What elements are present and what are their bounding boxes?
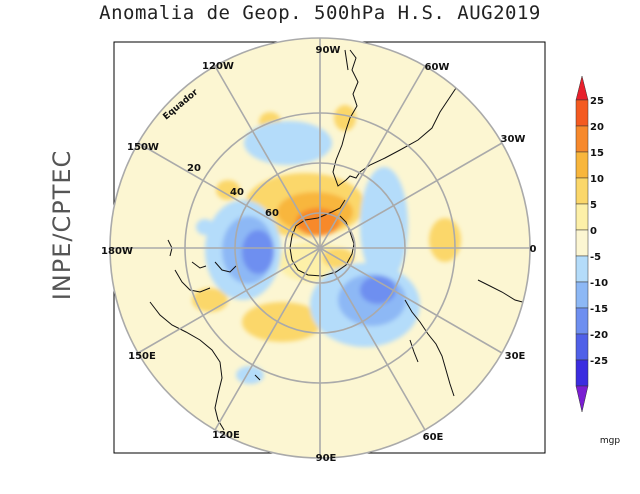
colorbar-bottom-arrow <box>575 385 589 413</box>
coastlines <box>149 49 530 431</box>
lon-label-90w: 90W <box>316 45 341 56</box>
colorbar-tick-label: -5 <box>590 252 601 263</box>
lon-label-120w: 120W <box>202 61 234 72</box>
colorbar-swatch <box>575 281 589 309</box>
lon-label-150w: 150W <box>127 142 159 153</box>
colorbar-top-arrow <box>575 75 589 101</box>
colorbar: 25 20 15 10 5 0 -5 -10 -15 -20 -25 mgp <box>575 75 620 446</box>
lon-label-30e: 30E <box>505 351 526 362</box>
colorbar-swatch <box>575 333 589 361</box>
longitude-labels: 90W 60W 30W 0 30E 60E 90E 120E 150E 180W… <box>101 45 536 464</box>
colorbar-swatch <box>575 203 589 231</box>
colorbar-unit: mgp <box>600 436 620 446</box>
lon-label-180w: 180W <box>101 246 133 257</box>
lon-label-30w: 30W <box>501 134 526 145</box>
colorbar-swatch <box>575 125 589 153</box>
colorbar-swatch <box>575 229 589 257</box>
colorbar-swatch <box>575 359 589 387</box>
colorbar-tick-label: 5 <box>590 200 597 211</box>
lat-label-60: 60 <box>265 208 279 219</box>
colorbar-swatch <box>575 307 589 335</box>
colorbar-tick-label: 0 <box>590 226 597 237</box>
lat-label-20: 20 <box>187 163 201 174</box>
colorbar-tick-label: 15 <box>590 148 604 159</box>
colorbar-tick-label: -20 <box>590 330 608 341</box>
lon-label-60e: 60E <box>423 432 444 443</box>
lon-label-120e: 120E <box>212 430 240 441</box>
colorbar-tick-label: -10 <box>590 278 608 289</box>
colorbar-swatch <box>575 151 589 179</box>
lon-label-90e: 90E <box>316 453 337 464</box>
lon-label-60w: 60W <box>425 62 450 73</box>
colorbar-tick-label: 10 <box>590 174 604 185</box>
latitude-labels: 20 40 60 <box>187 163 279 219</box>
chart-title: Anomalia de Geop. 500hPa H.S. AUG2019 <box>99 2 541 24</box>
lon-label-150e: 150E <box>128 351 156 362</box>
colorbar-tick-label: -25 <box>590 356 608 367</box>
lat-label-40: 40 <box>230 187 244 198</box>
colorbar-tick-label: -15 <box>590 304 608 315</box>
colorbar-tick-label: 20 <box>590 122 604 133</box>
colorbar-swatch <box>575 255 589 283</box>
colorbar-swatch <box>575 177 589 205</box>
colorbar-tick-label: 25 <box>590 96 604 107</box>
colorbar-swatch <box>575 99 589 127</box>
lon-label-0: 0 <box>530 244 537 255</box>
graticule <box>109 37 531 459</box>
